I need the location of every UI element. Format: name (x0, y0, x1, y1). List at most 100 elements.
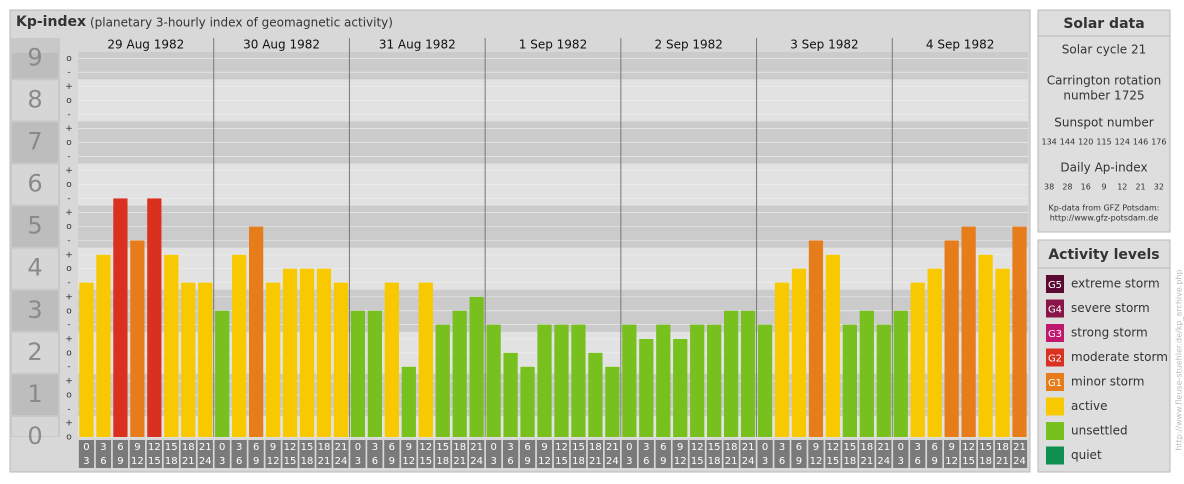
bar (707, 324, 722, 437)
time-cell (350, 440, 366, 468)
day-label: 2 Sep 1982 (655, 38, 723, 52)
time-from: 12 (148, 442, 161, 453)
time-from: 15 (844, 442, 857, 453)
legend-swatch (1046, 397, 1064, 416)
time-from: 15 (979, 442, 992, 453)
time-to: 15 (419, 456, 432, 467)
bar (299, 268, 315, 437)
y-label-box (12, 122, 58, 163)
time-from: 6 (932, 442, 938, 453)
legend-swatch (1046, 373, 1064, 391)
y-label-box (12, 416, 58, 436)
time-to: 24 (877, 456, 890, 467)
time-from: 3 (507, 442, 513, 453)
time-to: 18 (708, 456, 721, 467)
time-to: 9 (932, 456, 938, 467)
bar (690, 324, 705, 437)
bar (130, 240, 145, 437)
bar (944, 240, 959, 437)
time-to: 15 (691, 456, 704, 467)
time-to: 3 (762, 456, 768, 467)
time-cell (180, 440, 196, 468)
time-to: 3 (490, 456, 496, 467)
time-to: 3 (83, 456, 89, 467)
time-from: 21 (742, 442, 755, 453)
time-cell (78, 440, 95, 468)
bar (639, 338, 654, 437)
legend-label: quiet (1071, 448, 1102, 462)
time-cell (452, 440, 468, 468)
time-cell (316, 440, 332, 468)
time-cell (248, 440, 264, 468)
legend-title: Activity levels (1048, 247, 1159, 263)
time-to: 3 (219, 456, 225, 467)
bar (503, 352, 518, 437)
legend-code: G4 (1048, 305, 1062, 316)
time-cell (774, 440, 790, 468)
sunspot-value: 124 (1115, 138, 1130, 147)
ap-value: 9 (1101, 183, 1106, 192)
bar (757, 324, 773, 437)
minor-tick-label: o (66, 390, 72, 400)
time-to: 9 (117, 456, 123, 467)
y-label-box (12, 164, 58, 205)
bar (554, 324, 569, 437)
minor-tick-label: o (66, 180, 72, 190)
time-cell (604, 440, 621, 468)
time-to: 18 (301, 456, 314, 467)
legend-swatch (1046, 348, 1064, 367)
time-cell (469, 440, 485, 468)
bar (79, 282, 94, 437)
minor-tick-label: + (65, 124, 73, 134)
solar-title: Solar data (1063, 16, 1144, 32)
sunspot-title: Sunspot number (1054, 116, 1153, 130)
time-to: 6 (779, 456, 785, 467)
minor-tick-label: o (66, 348, 72, 358)
time-from: 6 (796, 442, 802, 453)
minor-tick-label: - (67, 320, 70, 330)
legend-label: extreme storm (1071, 277, 1160, 291)
bar (893, 310, 908, 437)
bar (469, 296, 484, 437)
time-to: 6 (915, 456, 921, 467)
sunspot-value: 146 (1133, 138, 1148, 147)
minor-tick-label: + (65, 419, 73, 429)
ap-value: 16 (1081, 183, 1091, 192)
bar (673, 338, 688, 437)
time-cell (1011, 440, 1028, 468)
legend-code: G2 (1048, 354, 1062, 365)
time-cell (231, 440, 247, 468)
time-from: 12 (827, 442, 840, 453)
time-to: 18 (844, 456, 857, 467)
bar (265, 282, 281, 437)
time-cell (621, 440, 637, 468)
minor-tick-label: o (66, 138, 72, 148)
legend-code: G1 (1048, 378, 1062, 389)
legend-swatch (1046, 299, 1064, 318)
y-tick-label: 5 (27, 212, 42, 240)
day-label: 29 Aug 1982 (107, 38, 184, 52)
minor-tick-label: + (65, 334, 73, 344)
time-to: 12 (810, 456, 823, 467)
time-cell (384, 440, 400, 468)
bar (452, 310, 467, 437)
time-cell (435, 440, 451, 468)
bar (1012, 226, 1027, 437)
time-from: 12 (419, 442, 432, 453)
time-from: 3 (236, 442, 242, 453)
time-cell (740, 440, 756, 468)
time-to: 3 (355, 456, 361, 467)
bar (147, 198, 162, 437)
time-from: 21 (1013, 442, 1026, 453)
bar (113, 198, 128, 437)
time-to: 24 (606, 456, 619, 467)
legend-swatch (1046, 324, 1064, 342)
solar-panel (1037, 9, 1171, 233)
time-cell (944, 440, 960, 468)
time-cell (95, 440, 112, 468)
minor-tick-label: + (65, 250, 73, 260)
time-cell (333, 440, 349, 468)
bar (842, 324, 857, 437)
time-from: 6 (117, 442, 123, 453)
minor-tick-label: + (65, 208, 73, 218)
